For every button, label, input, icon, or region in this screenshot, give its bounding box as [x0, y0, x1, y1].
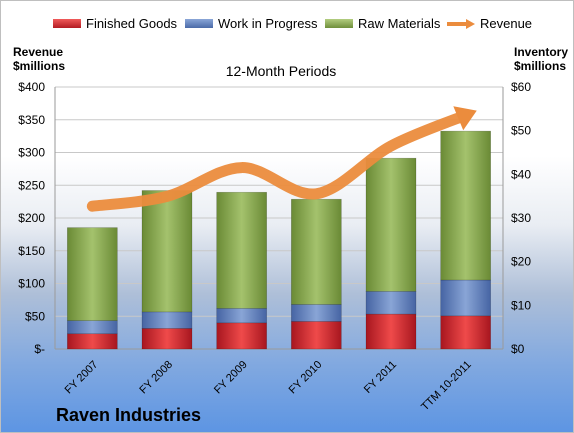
right-tick-label: $50: [511, 124, 531, 138]
x-tick-label: FY 2009: [212, 359, 250, 397]
legend-swatch-work-in-progress: [185, 18, 213, 28]
legend-label-work-in-progress: Work in Progress: [218, 15, 318, 31]
legend-swatch-raw-materials: [325, 18, 353, 28]
left-tick-label: $-: [34, 342, 45, 356]
revenue-arrowhead: [453, 106, 477, 131]
bar-raw-materials: [365, 157, 417, 292]
company-name: Raven Industries: [56, 405, 202, 425]
bar-raw-materials: [141, 190, 193, 313]
bar-work-in-progress: [216, 308, 267, 324]
bar-finished-goods: [365, 313, 417, 350]
right-tick-label: $10: [511, 298, 531, 312]
bar-finished-goods: [291, 321, 342, 350]
right-tick-label: $0: [511, 342, 525, 356]
bar-finished-goods: [440, 315, 491, 350]
x-tick-label: FY 2011: [362, 359, 399, 396]
x-tick-label: FY 2010: [287, 359, 325, 397]
bar-raw-materials: [291, 198, 342, 305]
left-axis-title: Revenue $millions: [13, 45, 66, 73]
left-tick-label: $150: [18, 244, 45, 258]
revenue-line: [86, 109, 472, 212]
legend-label-revenue: Revenue: [480, 15, 533, 31]
left-tick-label: $300: [18, 146, 45, 160]
bar-raw-materials: [440, 130, 491, 281]
left-tick-label: $200: [18, 211, 45, 225]
right-tick-label: $40: [511, 167, 531, 181]
legend-swatch-finished-goods: [53, 18, 81, 28]
right-tick-label: $20: [511, 255, 531, 269]
legend-item-revenue: Revenue: [447, 15, 532, 31]
bar-work-in-progress: [141, 311, 193, 329]
bar-work-in-progress: [291, 304, 342, 322]
right-tick-label: $30: [511, 211, 531, 225]
legend-label-raw-materials: Raw Materials: [358, 15, 441, 31]
bar-finished-goods: [216, 322, 267, 350]
left-tick-label: $100: [18, 277, 45, 291]
bar-finished-goods: [67, 333, 118, 350]
right-axis-title: Inventory $millions: [514, 45, 569, 73]
bar-raw-materials: [67, 227, 118, 321]
bar-raw-materials: [216, 191, 267, 309]
left-tick-label: $400: [18, 80, 45, 94]
legend-item-finished-goods: Finished Goods: [53, 15, 177, 31]
bar-work-in-progress: [365, 291, 417, 315]
legend-item-raw-materials: Raw Materials: [325, 15, 440, 31]
legend-label-finished-goods: Finished Goods: [86, 15, 178, 31]
legend-swatch-revenue: [447, 18, 475, 29]
left-tick-label: $50: [25, 309, 45, 323]
left-tick-label: $250: [18, 178, 45, 192]
x-tick-label: TTM 10-2011: [419, 359, 474, 414]
x-tick-label: FY 2007: [63, 359, 101, 397]
legend-item-work-in-progress: Work in Progress: [185, 15, 317, 31]
x-tick-label: FY 2008: [137, 359, 175, 397]
bar-work-in-progress: [67, 320, 118, 335]
left-tick-label: $350: [18, 113, 45, 127]
bar-finished-goods: [141, 328, 193, 350]
right-tick-label: $60: [511, 80, 531, 94]
plot-title: 12-Month Periods: [225, 63, 337, 79]
bar-work-in-progress: [440, 279, 491, 317]
